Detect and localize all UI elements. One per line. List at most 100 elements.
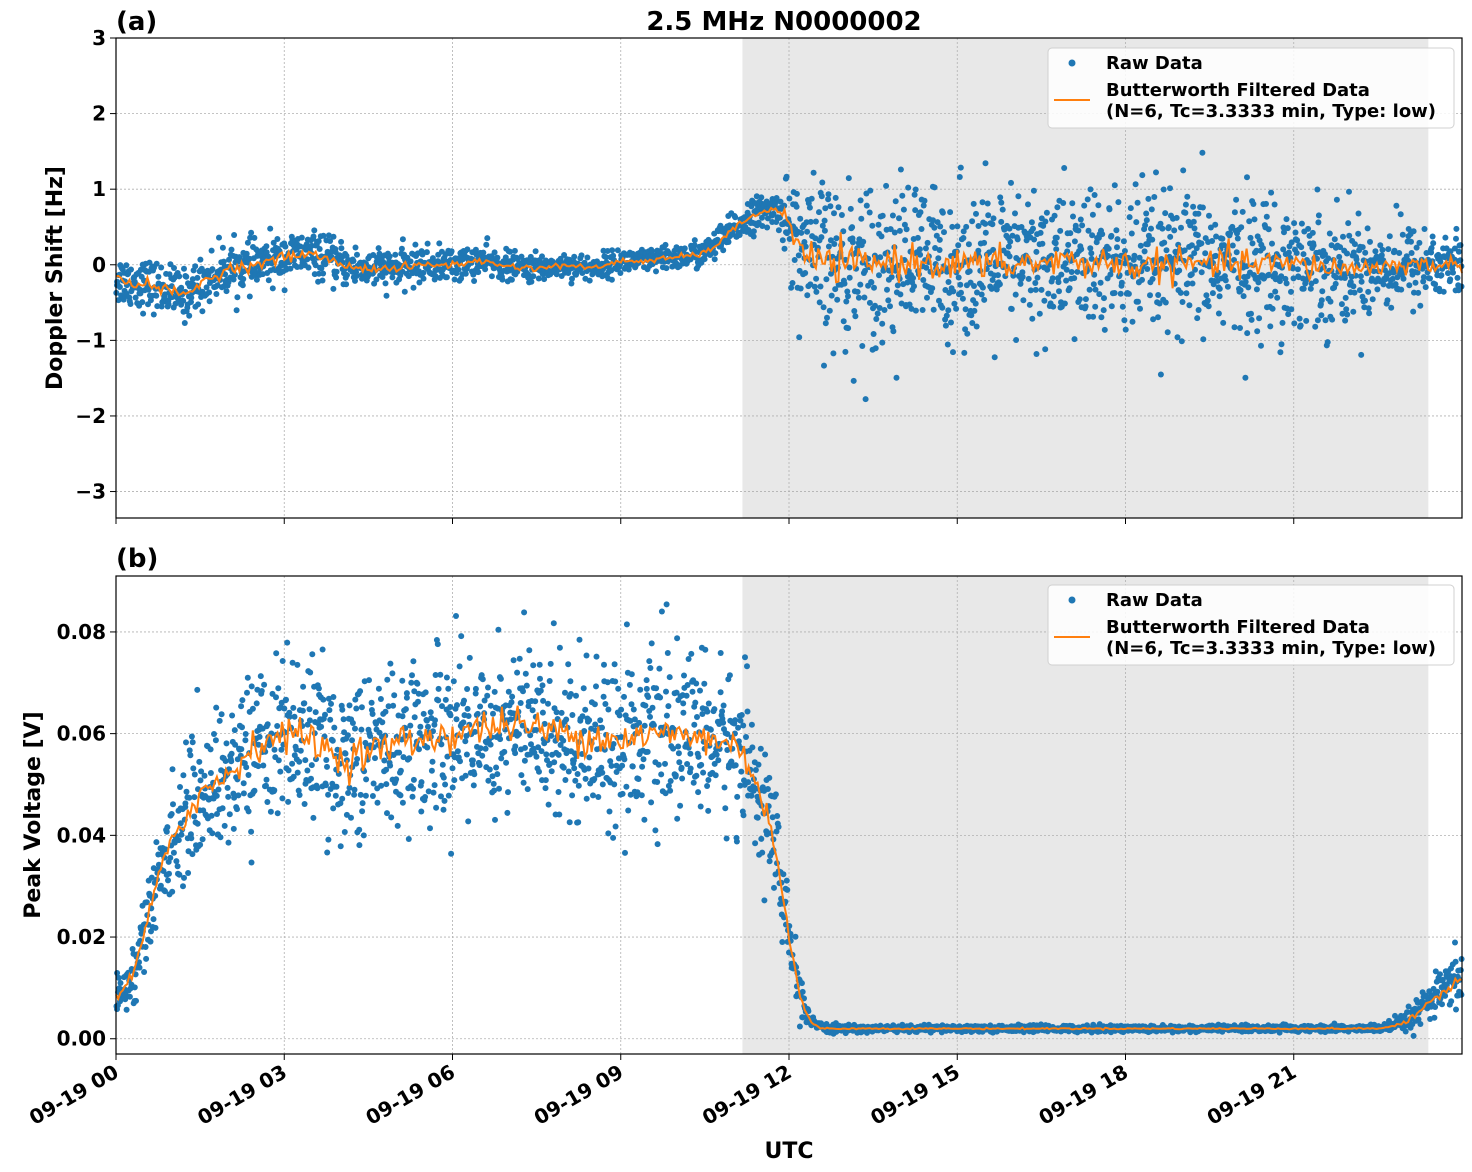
raw-data-point [1114,236,1121,243]
raw-data-point [871,284,877,291]
raw-data-point [896,215,902,222]
raw-data-point [148,874,155,881]
raw-data-point [826,307,833,314]
raw-data-point [1010,272,1017,279]
raw-data-point [1364,225,1371,232]
raw-data-point [944,341,951,348]
raw-data-point [979,284,986,291]
raw-data-point [310,814,317,821]
raw-data-point [341,829,348,835]
raw-data-point [485,777,492,784]
raw-data-point [171,265,177,271]
raw-data-point [1350,283,1357,290]
raw-data-point [231,727,238,734]
raw-data-point [203,284,210,291]
raw-data-point [693,772,700,779]
raw-data-point [271,787,278,794]
raw-data-point [1190,218,1197,225]
raw-data-point [406,755,413,762]
raw-data-point [239,697,246,704]
raw-data-point [416,279,423,286]
raw-data-point [1231,324,1238,331]
raw-data-point [745,779,752,786]
raw-data-point [1305,225,1312,232]
raw-data-point [704,783,711,789]
raw-data-point [173,858,180,865]
raw-data-point [807,218,814,225]
raw-data-point [320,232,327,239]
raw-data-point [1180,167,1187,174]
raw-data-point [1351,289,1358,296]
raw-data-point [363,776,370,783]
raw-data-point [934,219,941,226]
raw-data-point [417,723,424,730]
raw-data-point [239,724,245,731]
raw-data-point [1122,326,1129,333]
raw-data-point [664,650,671,656]
raw-data-point [774,813,781,819]
raw-data-point [807,281,814,288]
raw-data-point [605,706,612,713]
raw-data-point [464,246,471,253]
raw-data-point [1019,273,1026,280]
raw-data-point [212,737,219,744]
raw-data-point [950,349,956,356]
raw-data-point [223,740,230,747]
raw-data-point [188,299,194,305]
raw-data-point [539,253,545,260]
raw-data-point [902,237,909,244]
raw-data-point [1039,240,1046,247]
raw-data-point [1049,275,1056,282]
raw-data-point [758,835,765,842]
raw-data-point [920,277,927,283]
raw-data-point [472,685,479,692]
raw-data-point [834,296,841,303]
raw-data-point [586,717,593,724]
raw-data-point [1384,297,1391,304]
raw-data-point [761,897,768,904]
raw-data-point [573,692,579,699]
raw-data-point [261,681,268,688]
raw-data-point [188,294,195,301]
raw-data-point [397,767,404,774]
raw-data-point [887,303,893,310]
raw-data-point [750,228,757,235]
raw-data-point [1318,312,1325,319]
raw-data-point [422,794,429,800]
raw-data-point [1224,283,1231,290]
raw-data-point [230,825,237,832]
raw-data-point [1092,303,1099,310]
raw-data-point [1333,196,1340,203]
raw-data-point [646,658,653,665]
raw-data-point [529,707,536,714]
raw-data-point [174,863,181,870]
raw-data-point [972,300,979,307]
raw-data-point [1195,307,1202,313]
raw-data-point [1057,227,1064,234]
raw-data-point [914,234,921,241]
raw-data-point [920,202,927,209]
raw-data-point [356,842,363,849]
raw-data-point [558,709,565,716]
raw-data-point [1344,311,1351,318]
raw-data-point [996,281,1003,288]
raw-data-point [139,299,146,306]
raw-data-point [585,765,592,772]
raw-data-point [330,233,337,240]
raw-data-point [997,194,1004,201]
raw-data-point [306,706,313,713]
raw-data-point [377,696,384,702]
raw-data-point [1075,227,1082,234]
legend: Raw Data Butterworth Filtered Data (N=6,… [1047,47,1455,129]
raw-data-point [492,816,498,823]
raw-data-point [610,834,617,841]
raw-data-point [1115,199,1122,206]
raw-data-point [916,246,923,253]
raw-data-point [680,700,687,707]
raw-data-point [1074,268,1081,275]
raw-data-point [505,789,511,796]
raw-data-point [1089,211,1096,218]
raw-data-point [717,689,724,696]
raw-data-point [1406,282,1413,289]
raw-data-point [520,779,527,786]
